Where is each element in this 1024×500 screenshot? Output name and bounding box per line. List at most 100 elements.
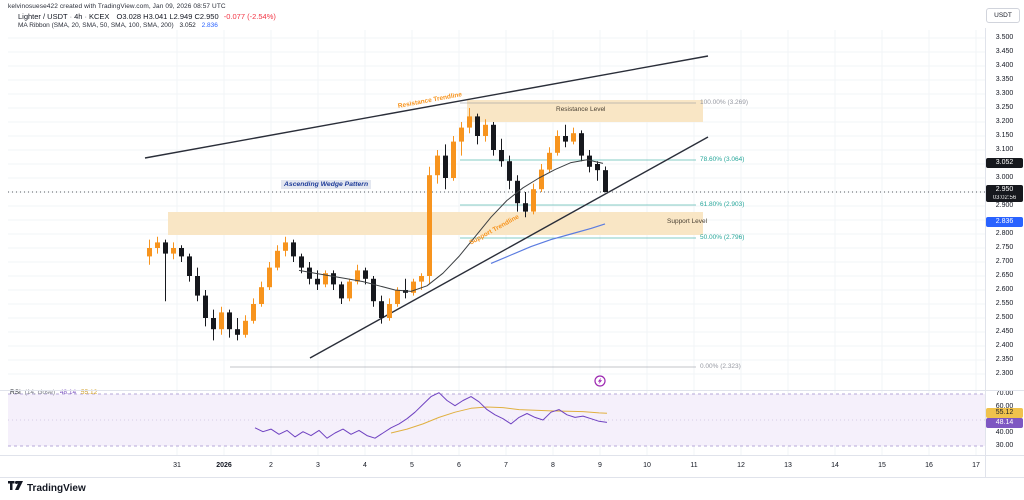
footer-separator	[0, 477, 1024, 478]
pane-separator[interactable]	[0, 390, 1024, 391]
price-axis-label: 3.450	[995, 48, 1014, 55]
interval-label[interactable]: 4h	[74, 12, 83, 21]
candle-body	[331, 273, 336, 285]
candle-body	[531, 189, 536, 212]
tradingview-logo[interactable]: TradingView	[8, 481, 86, 495]
candle-body	[315, 278, 320, 285]
candle-body	[211, 318, 216, 330]
candle-body	[147, 248, 152, 257]
candle-body	[251, 304, 256, 321]
price-axis-label: 2.300	[995, 370, 1014, 377]
candle-body	[555, 136, 560, 153]
symbol-name[interactable]: Lighter / USDT	[18, 12, 68, 21]
change-value: -0.077 (-2.54%)	[223, 12, 276, 21]
candle-body	[235, 329, 240, 335]
ma-ribbon-value-sma20: 3.052	[179, 22, 196, 29]
rsi-axis-label: 40.00	[995, 429, 1014, 436]
symbol-info-row: Lighter / USDT · 4h · KCEX O3.028 H3.041 L2.…	[18, 12, 276, 21]
candle-body	[339, 284, 344, 299]
price-axis-label: 2.650	[995, 272, 1014, 279]
time-axis-label: 11	[690, 462, 698, 469]
resistance-trendline	[144, 55, 709, 159]
candle-body	[155, 242, 160, 248]
price-axis-label: 3.250	[995, 104, 1014, 111]
candle-body	[163, 242, 168, 254]
price-axis-label: 3.200	[995, 118, 1014, 125]
resistance-zone-label[interactable]: Resistance Level	[556, 106, 606, 113]
price-axis-label: 2.800	[995, 230, 1014, 237]
time-axis-label: 14	[831, 462, 839, 469]
candle-body	[299, 256, 304, 268]
time-axis-label: 3	[316, 462, 320, 469]
support-trendline	[309, 136, 709, 359]
time-axis-label: 10	[643, 462, 651, 469]
candle-body	[475, 116, 480, 136]
candle-body	[363, 270, 368, 279]
last-price-value: 2.950	[995, 186, 1014, 193]
candle-body	[291, 242, 296, 257]
time-axis-label: 16	[925, 462, 933, 469]
price-axis-label: 3.300	[995, 90, 1014, 97]
candle-body	[499, 150, 504, 162]
currency-toggle-button[interactable]: USDT	[986, 8, 1020, 23]
tradingview-logo-icon	[8, 481, 23, 490]
attribution-text: kelvinosuese422 created with TradingView…	[8, 3, 226, 10]
candle-body	[203, 295, 208, 318]
price-axis-label: 2.450	[995, 328, 1014, 335]
candle-body	[227, 312, 232, 330]
candle-body	[451, 141, 456, 178]
rsi-axis-label: 30.00	[995, 442, 1014, 449]
exchange-label: KCEX	[88, 12, 110, 21]
price-axis-label: 3.150	[995, 132, 1014, 139]
rsi-value-badge: 48.14	[986, 418, 1023, 428]
price-axis-label: 2.500	[995, 314, 1014, 321]
ascending-wedge-label[interactable]: Ascending Wedge Pattern	[281, 180, 372, 189]
time-axis-label: 9	[598, 462, 602, 469]
candle-body	[443, 155, 448, 178]
candle-body	[435, 155, 440, 176]
candle-body	[523, 203, 528, 212]
time-axis-label: 8	[551, 462, 555, 469]
candle-body	[507, 161, 512, 181]
price-axis-label: 3.500	[995, 34, 1014, 41]
candle-body	[579, 133, 584, 156]
rsi-axis-label: 70.00	[995, 390, 1014, 397]
price-axis-label: 3.000	[995, 174, 1014, 181]
price-axis-label: 2.550	[995, 300, 1014, 307]
time-axis-label: 4	[363, 462, 367, 469]
candle-body	[603, 170, 608, 192]
candle-body	[323, 273, 328, 285]
candle-body	[283, 242, 288, 251]
rsi-indicator-header[interactable]: RSI (14, close) 48.14 55.12	[10, 389, 97, 396]
support-zone-label[interactable]: Support Level	[667, 218, 708, 225]
ma-ribbon-row[interactable]: MA Ribbon (SMA, 20, SMA, 50, SMA, 100, S…	[18, 22, 218, 29]
price-axis-label: 3.100	[995, 146, 1014, 153]
last-price-badge: 2.950 03:02:56	[986, 185, 1023, 202]
candle-body	[187, 256, 192, 276]
time-axis-label: 5	[410, 462, 414, 469]
sma20-line	[298, 159, 604, 292]
ohlc-values: O3.028 H3.041 L2.949 C2.950	[116, 12, 219, 21]
price-axis-label: 2.700	[995, 258, 1014, 265]
fib-level-label: 61.80% (2.903)	[700, 201, 745, 208]
sma50-line	[490, 223, 606, 264]
time-axis-label: 12	[737, 462, 745, 469]
candle-body	[427, 175, 432, 276]
fib-level-label: 0.00% (2.323)	[700, 363, 741, 370]
price-axis-label: 2.400	[995, 342, 1014, 349]
sma20-value-badge: 3.052	[986, 158, 1023, 168]
candle-body	[171, 248, 176, 254]
candle-body	[307, 267, 312, 279]
candle-body	[595, 164, 600, 171]
time-axis-label: 7	[504, 462, 508, 469]
candle-body	[571, 133, 576, 142]
candle-body	[219, 312, 224, 330]
candle-body	[539, 169, 544, 190]
fib-level-label: 78.60% (3.064)	[700, 156, 745, 163]
rsi-value: 48.14	[59, 389, 77, 396]
event-marker-bolt-icon	[597, 377, 603, 385]
fib-level-label: 100.00% (3.269)	[700, 99, 749, 106]
rsi-axis-label: 60.00	[995, 403, 1014, 410]
